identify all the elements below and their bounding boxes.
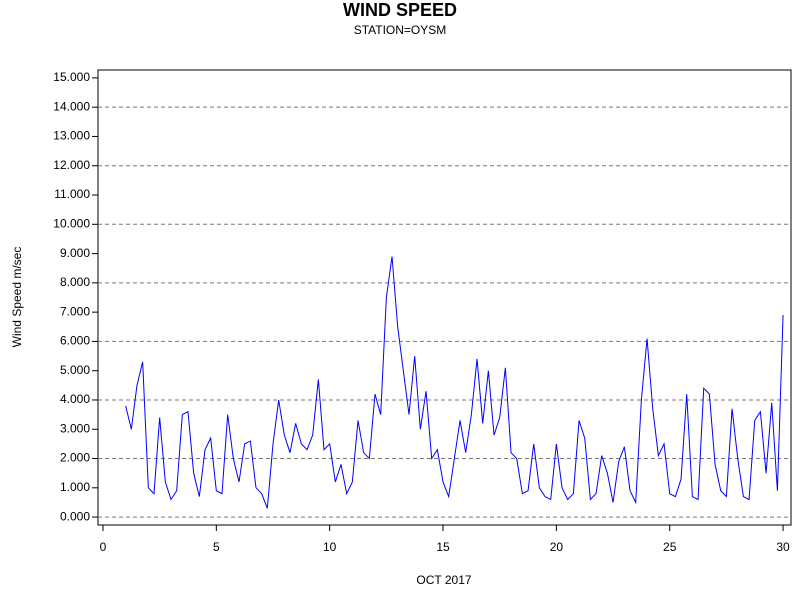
y-tick-label: 11.000 <box>54 187 90 201</box>
x-tick-label: 25 <box>663 540 677 554</box>
y-tick-label: 5.000 <box>60 363 90 377</box>
y-tick-label: 1.000 <box>60 480 90 494</box>
x-tick-label: 15 <box>436 540 450 554</box>
x-tick-label: 20 <box>550 540 564 554</box>
y-tick-label: 12.000 <box>53 158 90 172</box>
y-tick-label: 15.000 <box>53 70 90 84</box>
x-tick-label: 10 <box>323 540 337 554</box>
y-axis-label: Wind Speed m/sec <box>10 247 24 348</box>
y-tick-label: 7.000 <box>60 304 90 318</box>
chart-subtitle: STATION=OYSM <box>354 23 447 37</box>
y-tick-label: 8.000 <box>60 275 90 289</box>
x-tick-label: 30 <box>776 540 790 554</box>
y-tick-label: 14.000 <box>53 99 90 113</box>
y-tick-label: 4.000 <box>60 392 90 406</box>
y-tick-label: 3.000 <box>60 421 90 435</box>
y-tick-label: 9.000 <box>60 246 90 260</box>
y-tick-label: 0.000 <box>60 509 90 523</box>
chart-title: WIND SPEED <box>343 0 457 20</box>
y-tick-label: 13.000 <box>53 129 90 143</box>
plot-frame <box>97 69 792 526</box>
y-tick-label: 2.000 <box>60 451 90 465</box>
x-tick-label: 5 <box>213 540 220 554</box>
x-axis-label: OCT 2017 <box>416 573 471 587</box>
y-tick-label: 10.000 <box>53 216 90 230</box>
data-line <box>125 256 784 509</box>
y-tick-label: 6.000 <box>60 334 90 348</box>
x-tick-label: 0 <box>100 540 107 554</box>
